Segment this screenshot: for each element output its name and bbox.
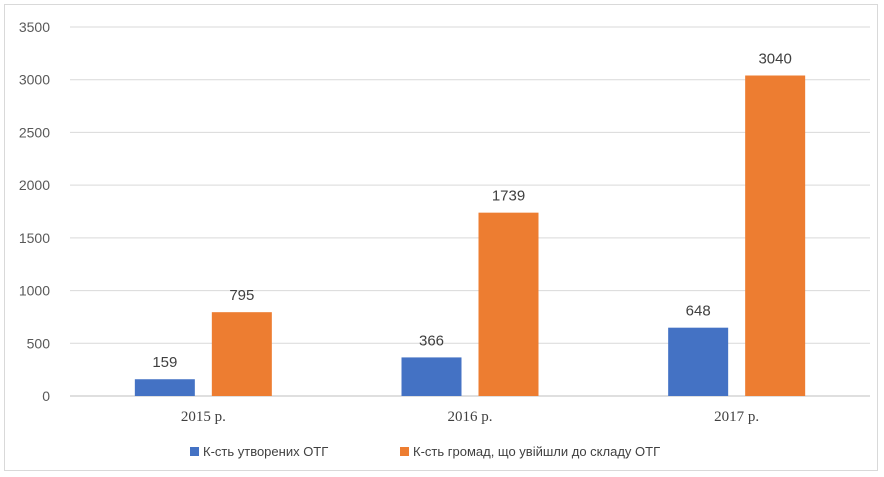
legend-swatch xyxy=(190,447,199,456)
data-label: 795 xyxy=(229,287,254,304)
data-label: 366 xyxy=(419,332,444,349)
legend-label: К-сть утворених ОТГ xyxy=(203,444,328,459)
legend-label: К-сть громад, що увійшли до складу ОТГ xyxy=(413,444,660,459)
bar-joined-communities xyxy=(478,212,539,396)
y-tick-label: 3000 xyxy=(19,72,50,88)
bar-joined-communities xyxy=(211,312,272,396)
y-tick-label: 2000 xyxy=(19,177,50,193)
data-label: 159 xyxy=(152,354,177,371)
x-tick-label: 2017 р. xyxy=(714,409,759,425)
x-tick-label: 2016 р. xyxy=(448,409,493,425)
bar-created-otg xyxy=(668,327,729,396)
data-label: 648 xyxy=(686,303,711,320)
bar-created-otg xyxy=(134,379,195,396)
bar-joined-communities xyxy=(745,75,806,397)
legend-swatch xyxy=(400,447,409,456)
data-label: 3040 xyxy=(758,50,791,67)
y-tick-label: 0 xyxy=(42,388,50,404)
y-tick-label: 1500 xyxy=(19,230,50,246)
bar-created-otg xyxy=(401,357,462,396)
y-tick-label: 500 xyxy=(27,335,51,351)
data-label: 1739 xyxy=(492,188,525,205)
y-tick-label: 1000 xyxy=(19,283,50,299)
y-tick-label: 2500 xyxy=(19,124,50,140)
y-tick-label: 3500 xyxy=(19,19,50,35)
x-tick-label: 2015 р. xyxy=(181,409,226,425)
